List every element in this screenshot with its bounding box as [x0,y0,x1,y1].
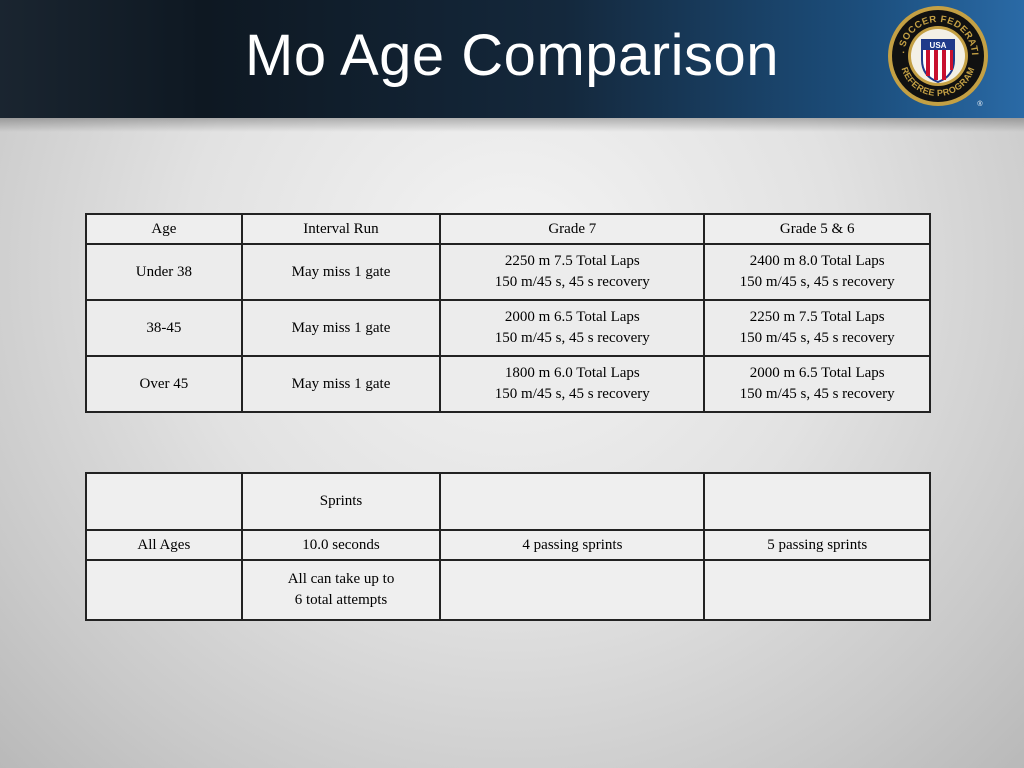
page-title: Mo Age Comparison [245,23,779,88]
cell-interval: May miss 1 gate [240,355,442,413]
logo-shield-text: USA [930,41,947,50]
cell-grade-7-sprints: 4 passing sprints [439,529,706,561]
registered-mark: ® [977,100,983,108]
table-row: Under 38 May miss 1 gate 2250 m 7.5 Tota… [85,243,931,301]
cell-grade-5-6: 2400 m 8.0 Total Laps 150 m/45 s, 45 s r… [703,243,931,301]
cell-line: 150 m/45 s, 45 s recovery [494,386,650,402]
cell-empty [703,472,931,531]
header-sprints: Sprints [240,472,442,531]
cell-grade-5-6: 2250 m 7.5 Total Laps 150 m/45 s, 45 s r… [703,299,931,357]
cell-grade-7: 2250 m 7.5 Total Laps 150 m/45 s, 45 s r… [439,243,706,301]
cell-sprint-time: 10.0 seconds [240,529,442,561]
cell-line: 1800 m 6.0 Total Laps [504,365,640,381]
cell-grade-7: 2000 m 6.5 Total Laps 150 m/45 s, 45 s r… [439,299,706,357]
table-row: All Ages 10.0 seconds 4 passing sprints … [85,529,931,561]
cell-line: 150 m/45 s, 45 s recovery [739,330,895,346]
cell-age: All Ages [85,529,243,561]
cell-age: Over 45 [85,355,243,413]
cell-empty [439,472,706,531]
cell-grade-7: 1800 m 6.0 Total Laps 150 m/45 s, 45 s r… [439,355,706,413]
cell-attempts-note: All can take up to 6 total attempts [240,559,442,621]
cell-line: 2000 m 6.5 Total Laps [749,365,885,381]
cell-age: Under 38 [85,243,243,301]
cell-empty [85,559,243,621]
header-interval-run: Interval Run [240,213,442,245]
ussf-referee-logo-icon: U.S. SOCCER FEDERATION REFEREE PROGRAM U… [884,2,988,108]
title-banner [0,0,1024,132]
cell-grade-5-6: 2000 m 6.5 Total Laps 150 m/45 s, 45 s r… [703,355,931,413]
cell-line: 2250 m 7.5 Total Laps [504,253,640,269]
sprints-table: Sprints All Ages 10.0 seconds 4 passing … [85,472,931,621]
cell-line: 2250 m 7.5 Total Laps [749,309,885,325]
cell-empty [85,472,243,531]
fitness-standards-table: Age Interval Run Grade 7 Grade 5 & 6 Und… [85,213,931,413]
table-header-row: Age Interval Run Grade 7 Grade 5 & 6 [85,213,931,245]
cell-line: 150 m/45 s, 45 s recovery [739,274,895,290]
cell-line: 2000 m 6.5 Total Laps [504,309,640,325]
cell-line: 150 m/45 s, 45 s recovery [494,330,650,346]
header-grade-5-6: Grade 5 & 6 [703,213,931,245]
cell-grade-5-6-sprints: 5 passing sprints [703,529,931,561]
header-grade-7: Grade 7 [439,213,706,245]
table-header-row: Sprints [85,472,931,531]
table-row: Over 45 May miss 1 gate 1800 m 6.0 Total… [85,355,931,413]
cell-empty [439,559,706,621]
cell-line: 150 m/45 s, 45 s recovery [739,386,895,402]
table-row: All can take up to 6 total attempts [85,559,931,621]
cell-line: 150 m/45 s, 45 s recovery [494,274,650,290]
cell-empty [703,559,931,621]
cell-line: 6 total attempts [294,592,388,608]
cell-line: All can take up to [287,571,395,587]
cell-interval: May miss 1 gate [240,299,442,357]
cell-interval: May miss 1 gate [240,243,442,301]
header-age: Age [85,213,243,245]
cell-age: 38-45 [85,299,243,357]
cell-line: 2400 m 8.0 Total Laps [749,253,885,269]
table-row: 38-45 May miss 1 gate 2000 m 6.5 Total L… [85,299,931,357]
